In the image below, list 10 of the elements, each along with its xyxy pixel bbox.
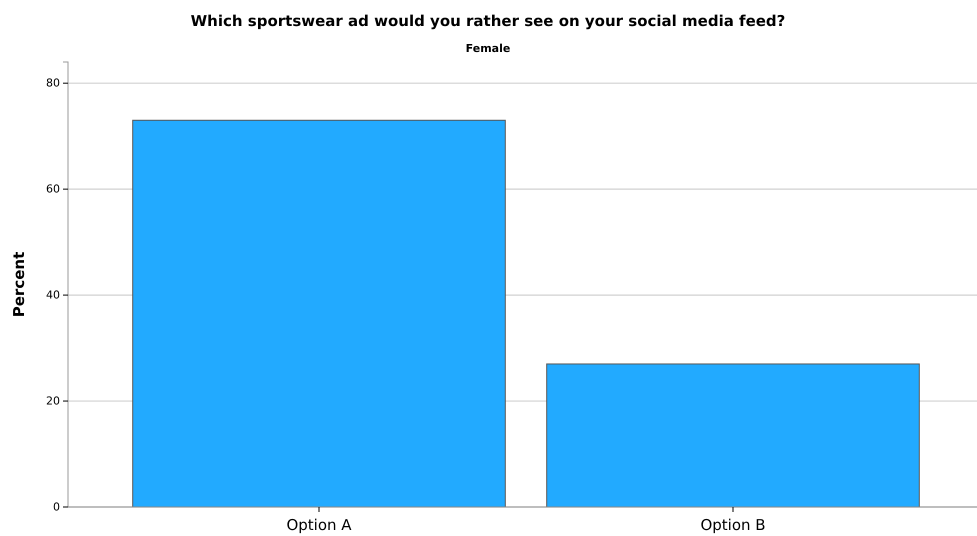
x-tick-label: Option A: [286, 516, 352, 534]
chart-title: Which sportswear ad would you rather see on your social media feed?: [190, 12, 786, 30]
y-axis-title: Percent: [10, 252, 28, 318]
y-tick-label: 40: [46, 288, 60, 302]
y-tick-label: 60: [46, 182, 60, 196]
y-tick-label: 0: [53, 500, 60, 514]
chart-subtitle: Female: [466, 42, 510, 55]
x-tick-label: Option B: [700, 516, 766, 534]
y-tick-label: 80: [46, 76, 60, 90]
y-tick-label: 20: [46, 394, 60, 408]
